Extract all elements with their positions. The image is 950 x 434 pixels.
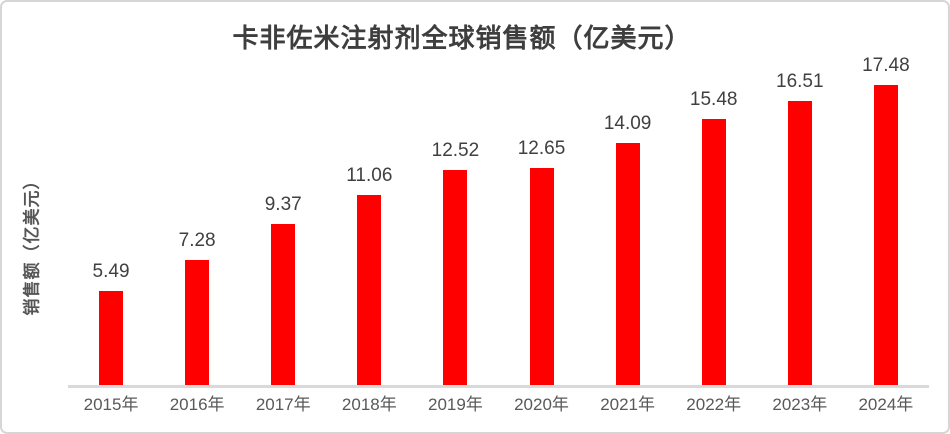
bar-2022年 <box>701 119 726 385</box>
chart-title: 卡非佐米注射剂全球销售额（亿美元） <box>232 24 692 53</box>
x-tick-label: 2022年 <box>686 395 742 414</box>
plot-area: 5.49 7.28 9.37 11.06 12.52 12.65 14.09 15.48 16.… <box>68 55 929 388</box>
bar-group-2022年: 15.48 <box>671 62 757 385</box>
bar-2018年 <box>357 195 382 385</box>
bar-value-label: 16.51 <box>776 71 824 93</box>
bar-2017年 <box>271 224 296 385</box>
bar-2015年 <box>99 290 124 385</box>
bar-value-label: 12.52 <box>431 139 480 161</box>
bar-group-2020年: 12.65 <box>498 62 584 385</box>
y-axis-title-text: 销售额（亿美元） <box>22 171 42 316</box>
bar-2024年 <box>873 84 898 385</box>
x-tick-label: 2015年 <box>83 395 139 414</box>
bar-value-label: 12.65 <box>517 137 566 159</box>
x-tick-label: 2023年 <box>772 395 828 414</box>
bar-group-2018年: 11.06 <box>326 62 412 385</box>
bar-value-label: 7.28 <box>178 229 216 251</box>
bar-group-2023年: 16.51 <box>757 62 843 385</box>
bar-value-label: 14.09 <box>603 112 652 134</box>
bar-group-2019年: 12.52 <box>412 62 498 385</box>
y-axis-title: 销售额（亿美元） <box>8 102 52 385</box>
bar-value-label: 11.06 <box>346 165 393 186</box>
bar-group-2015年: 5.49 <box>68 62 154 385</box>
x-tick-label: 2018年 <box>341 395 397 414</box>
bar-group-2017年: 9.37 <box>240 62 326 385</box>
x-tick-label: 2020年 <box>514 395 569 414</box>
bar-2023年 <box>787 101 812 385</box>
bar-2019年 <box>443 169 468 385</box>
bar-group-2016年: 7.28 <box>154 62 240 385</box>
x-tick-label: 2021年 <box>600 395 656 414</box>
bars-row: 5.49 7.28 9.37 11.06 12.52 12.65 14.09 15.48 16.… <box>68 55 929 388</box>
bar-2021年 <box>615 142 640 385</box>
bar-group-2021年: 14.09 <box>585 62 671 385</box>
x-tick-label: 2019年 <box>428 395 483 414</box>
x-tick-label: 2024年 <box>858 395 914 414</box>
bar-2020年 <box>529 167 554 385</box>
bar-value-label: 17.48 <box>862 54 910 76</box>
x-tick-label: 2016年 <box>169 395 225 414</box>
bar-2016年 <box>185 259 210 385</box>
x-tick-label: 2017年 <box>255 395 311 414</box>
bar-value-label: 5.49 <box>92 260 130 282</box>
bar-value-label: 15.48 <box>689 89 738 110</box>
x-axis-tick-labels: 2015年 2016年 2017年 2018年 2019年 2020年 2021年 2022年… <box>68 393 929 417</box>
bar-group-2024年: 17.48 <box>843 55 929 385</box>
bar-value-label: 9.37 <box>264 194 302 215</box>
